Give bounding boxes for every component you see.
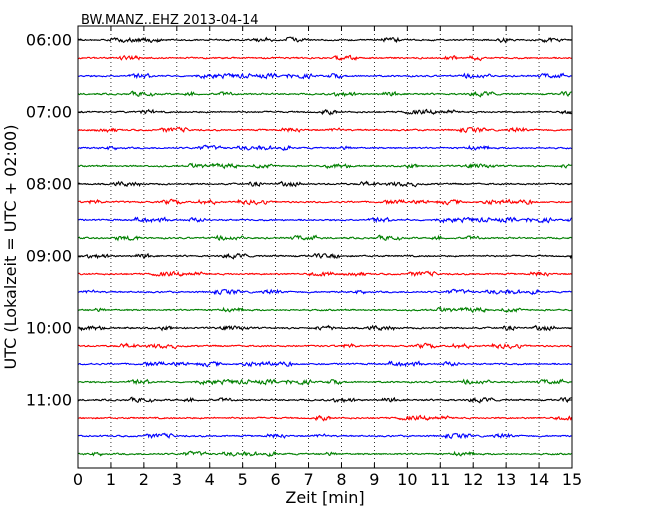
x-axis-label: Zeit [min] <box>285 488 364 507</box>
grid-lines <box>110 26 540 468</box>
x-tick-label: 8 <box>336 470 346 489</box>
seismic-trace <box>77 234 572 242</box>
seismic-trace <box>77 306 572 314</box>
x-tick-label: 2 <box>139 470 149 489</box>
chart-title: BW.MANZ..EHZ 2013-04-14 <box>81 13 259 28</box>
seismic-trace <box>77 108 572 116</box>
x-tick-label: 1 <box>106 470 116 489</box>
seismic-trace <box>77 270 572 278</box>
y-axis: 06:00 07:00 08:00 09:00 10:00 11:00 <box>26 31 572 410</box>
seismic-trace <box>77 396 572 404</box>
seismic-trace <box>77 450 572 458</box>
seismic-trace <box>77 198 572 206</box>
x-tick-label: 10 <box>397 470 417 489</box>
x-tick-label: 7 <box>303 470 313 489</box>
seismic-trace <box>77 90 572 98</box>
plot-frame <box>77 25 573 469</box>
seismic-trace <box>77 216 572 224</box>
x-tick-label: 5 <box>238 470 248 489</box>
seismic-trace <box>77 54 572 62</box>
seismic-trace <box>77 342 572 350</box>
seismic-trace <box>77 180 572 188</box>
y-axis-label: UTC (Lokalzeit = UTC + 02:00) <box>1 125 20 370</box>
seismic-traces <box>77 36 573 458</box>
seismic-trace <box>77 414 573 422</box>
y-tick-label: 08:00 <box>26 175 72 194</box>
x-tick-label: 14 <box>529 470 549 489</box>
seismic-trace <box>77 72 572 80</box>
y-tick-label: 11:00 <box>26 391 72 410</box>
seismic-trace <box>77 432 572 440</box>
x-tick-label: 12 <box>463 470 483 489</box>
y-tick-label: 07:00 <box>26 103 72 122</box>
x-tick-label: 0 <box>73 470 83 489</box>
seismic-trace <box>77 378 572 386</box>
seismic-trace <box>77 360 572 368</box>
seismic-trace <box>77 252 573 260</box>
x-tick-label: 13 <box>496 470 516 489</box>
x-tick-label: 6 <box>271 470 281 489</box>
x-tick-label: 4 <box>205 470 215 489</box>
seismic-trace <box>77 126 572 134</box>
seismic-trace <box>77 162 572 170</box>
seismic-trace <box>77 144 572 152</box>
x-tick-label: 3 <box>172 470 182 489</box>
x-tick-label: 9 <box>369 470 379 489</box>
x-tick-label: 15 <box>562 470 582 489</box>
seismic-trace <box>77 36 572 44</box>
y-tick-label: 06:00 <box>26 31 72 50</box>
y-tick-label: 09:00 <box>26 247 72 266</box>
y-tick-label: 10:00 <box>26 319 72 338</box>
seismic-trace <box>77 324 572 332</box>
seismic-trace <box>77 288 572 296</box>
x-tick-label: 11 <box>430 470 450 489</box>
x-axis: 0 1 2 3 4 5 6 7 8 9 10 11 12 13 14 15 <box>73 26 582 489</box>
